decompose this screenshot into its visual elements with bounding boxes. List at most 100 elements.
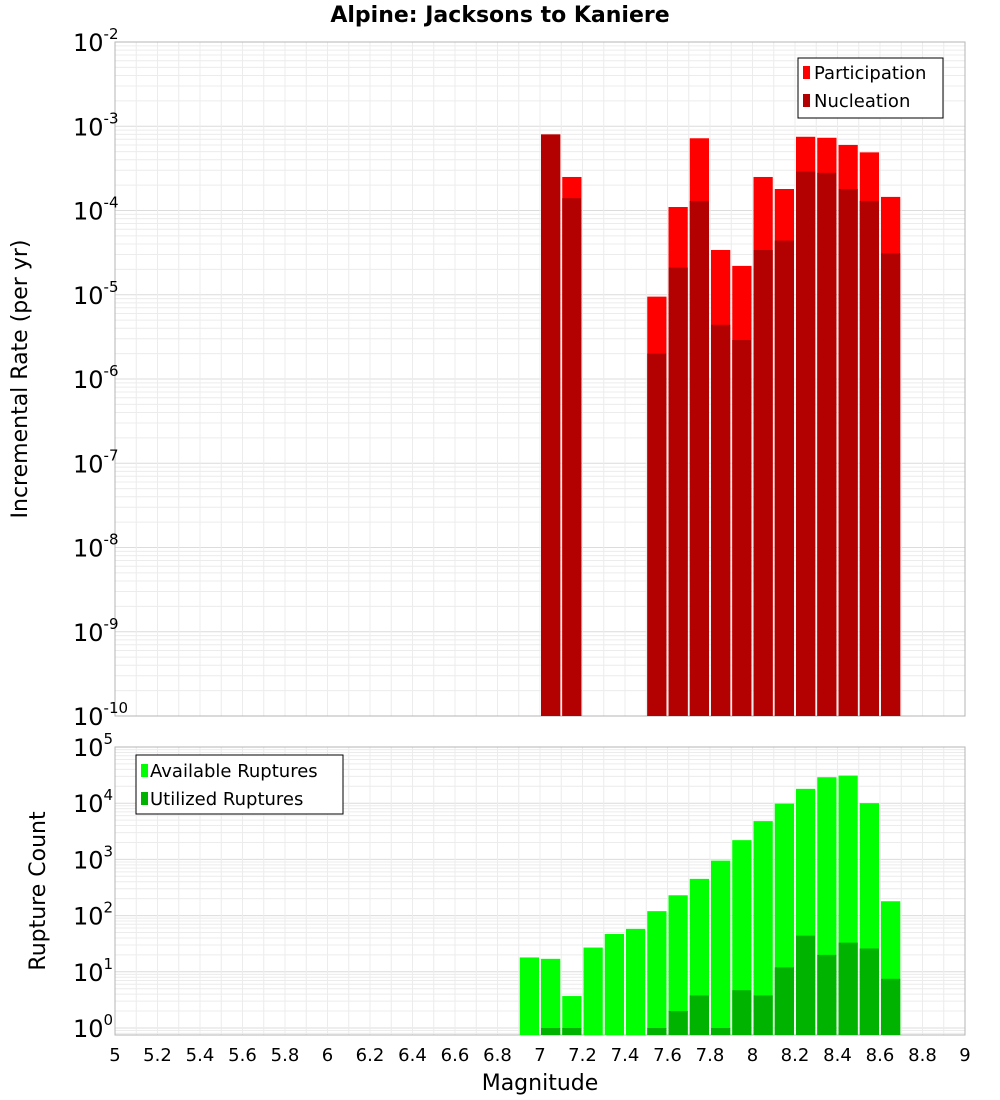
top-y-tick-label: 10-8	[73, 531, 119, 563]
bottom-bar-available-ruptures	[711, 860, 731, 1035]
bottom-bar-available-ruptures	[668, 895, 688, 1035]
x-tick-label: 7.4	[611, 1045, 640, 1066]
bottom-bar-utilized-ruptures	[732, 990, 752, 1035]
x-tick-label: 8	[747, 1045, 758, 1066]
top-legend-box	[797, 57, 944, 119]
bottom-bar-utilized-ruptures	[541, 1027, 561, 1035]
legend-swatch-nucleation	[803, 94, 810, 107]
x-tick-label: 5.8	[271, 1045, 300, 1066]
bottom-y-axis-label: Rupture Count	[26, 811, 51, 971]
bottom-bar-utilized-ruptures	[774, 967, 794, 1035]
bottom-bar-utilized-ruptures	[647, 1027, 667, 1035]
bottom-y-tick-label: 101	[73, 955, 113, 987]
top-y-tick-label: 10-5	[73, 278, 119, 310]
bottom-bar-available-ruptures	[732, 840, 752, 1035]
top-bar-nucleation	[668, 267, 688, 716]
bottom-bar-utilized-ruptures	[838, 942, 858, 1035]
x-tick-label: 6.2	[356, 1045, 385, 1066]
bottom-bar-utilized-ruptures	[859, 948, 879, 1035]
top-y-tick-label: 10-4	[73, 194, 119, 226]
bottom-bar-available-ruptures	[562, 996, 582, 1035]
x-tick-label: 6	[322, 1045, 333, 1066]
top-plot-area	[114, 41, 966, 717]
bottom-plot-area	[114, 746, 966, 1036]
x-tick-label: 7	[534, 1045, 545, 1066]
top-bar-nucleation	[796, 171, 816, 716]
top-bar-nucleation	[859, 200, 879, 716]
top-bar-nucleation	[541, 134, 561, 716]
top-y-tick-label: 10-2	[73, 25, 119, 57]
top-bar-nucleation	[817, 172, 837, 717]
top-bars	[541, 134, 901, 717]
x-tick-label: 6.8	[483, 1045, 512, 1066]
bottom-bar-utilized-ruptures	[562, 1027, 582, 1035]
top-bar-nucleation	[689, 200, 709, 716]
bottom-bar-utilized-ruptures	[881, 978, 901, 1035]
bottom-legend: Available Ruptures Utilized Ruptures	[135, 754, 344, 815]
x-tick-label: 7.2	[568, 1045, 597, 1066]
x-tick-label: 9	[959, 1045, 970, 1066]
x-tick-label: 5	[109, 1045, 120, 1066]
x-tick-label: 6.6	[441, 1045, 470, 1066]
x-tick-label: 5.6	[228, 1045, 257, 1066]
x-tick-label: 7.8	[696, 1045, 725, 1066]
x-axis-label: Magnitude	[482, 1071, 599, 1096]
bottom-bar-available-ruptures	[541, 958, 561, 1035]
top-bar-nucleation	[881, 253, 901, 716]
legend-label-participation: Participation	[814, 63, 926, 84]
x-tick-label: 8.6	[866, 1045, 895, 1066]
legend-swatch-participation	[803, 66, 810, 79]
top-gridlines	[114, 42, 965, 717]
legend-label-utilized-ruptures: Utilized Ruptures	[150, 789, 303, 810]
bottom-y-tick-label: 104	[73, 786, 113, 818]
bottom-y-ticks: 100 101 102 103 104 105	[73, 730, 113, 1043]
top-bar-nucleation	[647, 353, 667, 716]
x-tick-label: 8.4	[823, 1045, 852, 1066]
top-y-tick-label: 10-6	[73, 362, 119, 394]
top-y-tick-label: 10-10	[73, 699, 128, 731]
bottom-bar-available-ruptures	[604, 934, 624, 1035]
top-y-tick-label: 10-7	[73, 446, 119, 478]
x-tick-label: 5.2	[143, 1045, 172, 1066]
x-tick-label: 8.2	[781, 1045, 810, 1066]
chart-title: Alpine: Jacksons to Kaniere	[330, 3, 669, 28]
legend-label-nucleation: Nucleation	[814, 91, 910, 112]
bottom-bar-available-ruptures	[519, 957, 539, 1035]
bottom-bar-available-ruptures	[583, 947, 603, 1035]
x-tick-label: 5.4	[186, 1045, 215, 1066]
x-tick-label: 6.4	[398, 1045, 427, 1066]
bottom-bar-utilized-ruptures	[796, 935, 816, 1035]
bottom-legend-box	[135, 754, 344, 815]
bottom-bar-utilized-ruptures	[753, 995, 773, 1035]
x-ticks: 5 5.2 5.4 5.6 5.8 6 6.2 6.4 6.6 6.8 7 7.2 7.4 7.6 7.8 8…	[109, 1045, 970, 1066]
top-legend: Participation Nucleation	[797, 57, 944, 119]
bottom-bar-utilized-ruptures	[711, 1027, 731, 1035]
bottom-y-tick-label: 105	[73, 730, 113, 762]
x-tick-label: 8.8	[908, 1045, 937, 1066]
top-bar-nucleation	[711, 324, 731, 716]
bottom-y-tick-label: 102	[73, 899, 113, 931]
legend-label-available-ruptures: Available Ruptures	[150, 761, 318, 782]
top-bar-nucleation	[838, 188, 858, 716]
bottom-bar-available-ruptures	[626, 928, 646, 1035]
top-y-tick-label: 10-3	[73, 109, 119, 141]
bottom-bars	[519, 775, 901, 1035]
top-y-ticks: 10-10 10-9 10-8 10-7 10-6 10-5 10-4 10-3 10-2	[73, 25, 128, 731]
x-tick-label: 7.6	[653, 1045, 682, 1066]
bottom-bar-available-ruptures	[753, 821, 773, 1035]
legend-swatch-utilized-ruptures	[141, 792, 148, 805]
bottom-y-tick-label: 103	[73, 842, 113, 874]
bottom-bar-available-ruptures	[647, 911, 667, 1035]
top-y-axis-label: Incremental Rate (per yr)	[8, 240, 33, 519]
bottom-bar-utilized-ruptures	[668, 1011, 688, 1035]
top-bar-nucleation	[562, 198, 582, 716]
top-bar-nucleation	[753, 249, 773, 716]
top-bar-nucleation	[774, 240, 794, 716]
top-bar-nucleation	[732, 340, 752, 716]
bottom-bar-utilized-ruptures	[689, 995, 709, 1035]
legend-swatch-available-ruptures	[141, 764, 148, 777]
bottom-bar-utilized-ruptures	[817, 954, 837, 1035]
bottom-y-tick-label: 100	[73, 1011, 113, 1043]
top-y-tick-label: 10-9	[73, 615, 119, 647]
